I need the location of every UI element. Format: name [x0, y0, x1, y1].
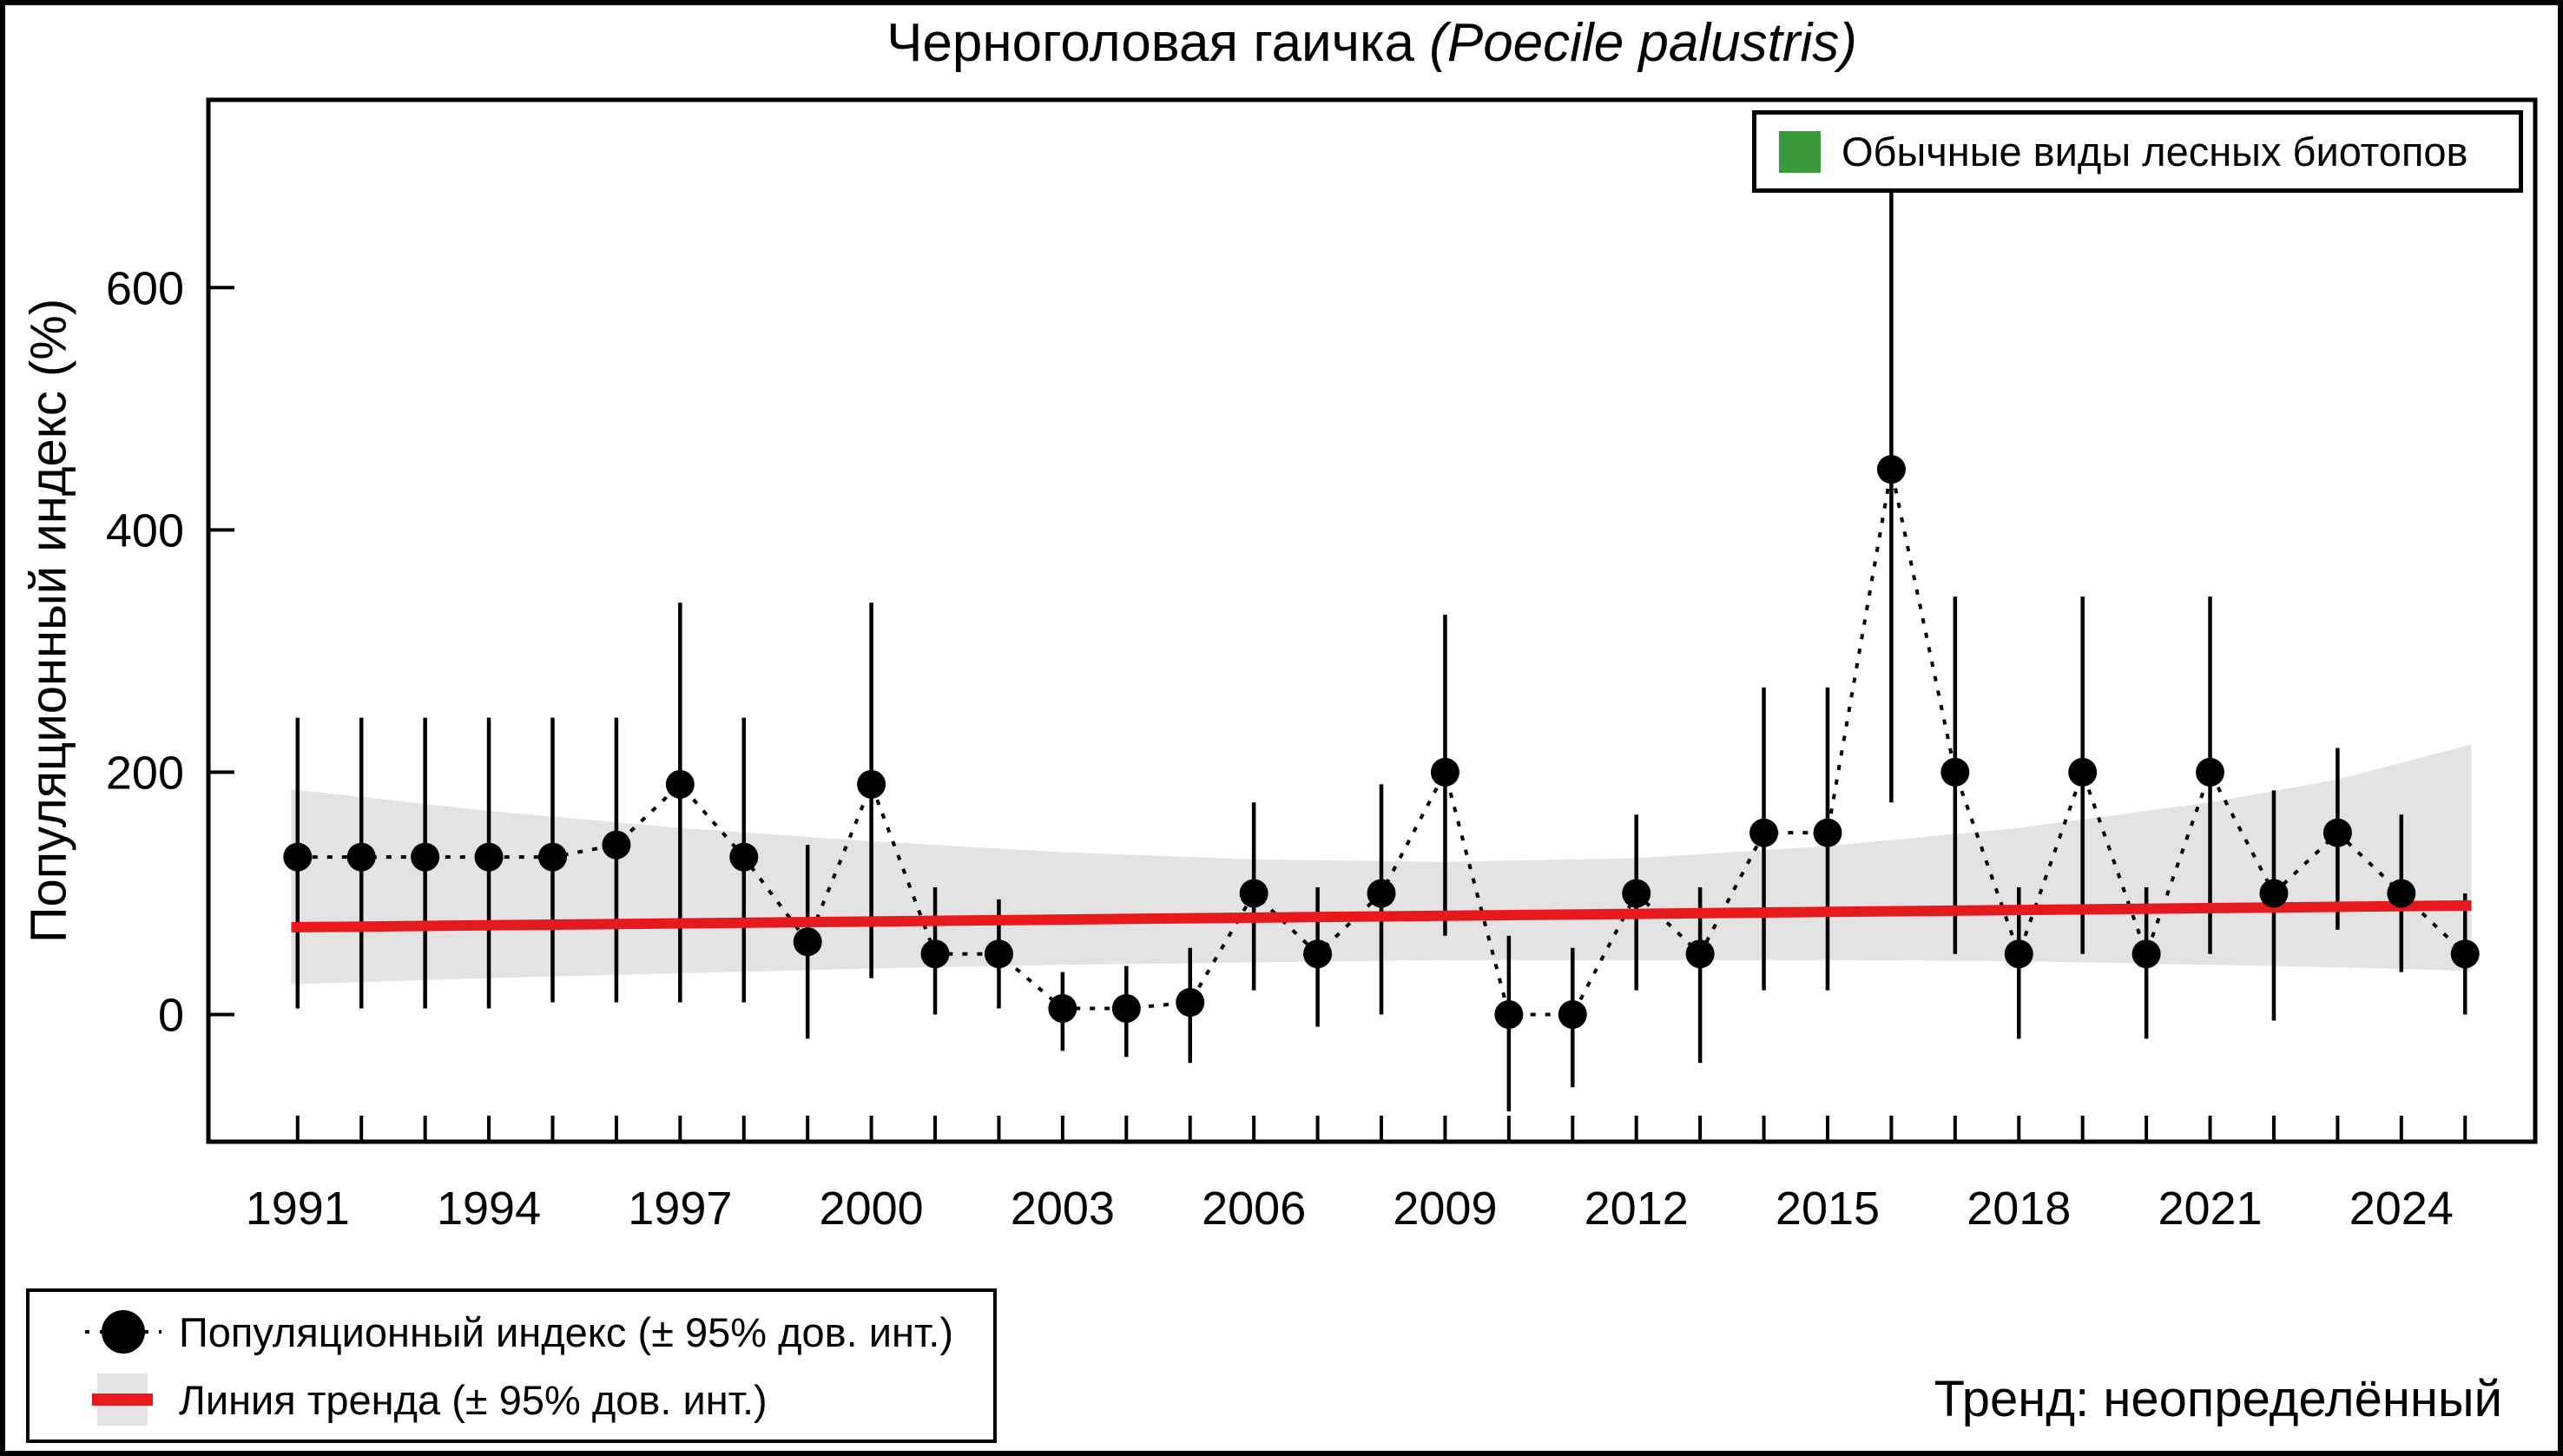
data-point-2000 [857, 769, 886, 799]
data-point-2012 [1622, 879, 1651, 908]
data-point-2013 [1685, 939, 1715, 969]
green-swatch-icon [1779, 130, 1821, 173]
data-point-2014 [1749, 818, 1779, 847]
data-point-2006 [1239, 879, 1268, 908]
data-point-2007 [1303, 939, 1333, 969]
x-tick-label-1994: 1994 [437, 1183, 541, 1235]
data-point-2002 [984, 939, 1013, 969]
data-point-1993 [411, 842, 440, 872]
legend-biotope-group: Обычные виды лесных биотопов [1752, 110, 2523, 193]
data-point-2023 [2323, 818, 2352, 847]
data-point-2022 [2259, 879, 2289, 908]
data-point-2010 [1494, 999, 1524, 1029]
trend-verdict-text: Тренд: неопределённый [1934, 1371, 2502, 1427]
plot-border [206, 97, 2538, 1144]
trend-line-on-band-icon [83, 1372, 163, 1427]
data-point-1994 [474, 842, 504, 872]
data-point-1995 [537, 842, 567, 872]
data-point-2008 [1367, 879, 1396, 908]
x-tick-label-2000: 2000 [820, 1183, 924, 1235]
data-point-1996 [602, 830, 631, 860]
data-point-1998 [729, 842, 759, 872]
data-point-2024 [2387, 879, 2416, 908]
data-point-2003 [1048, 994, 1077, 1024]
data-point-2009 [1430, 757, 1459, 787]
point-with-dotted-line-icon [83, 1304, 163, 1360]
legend-series: Популяционный индекс (± 95% дов. инт.) Л… [26, 1288, 997, 1443]
y-tick-label-600: 600 [106, 262, 184, 314]
y-tick-label-400: 400 [106, 504, 184, 557]
chart-title: Черноголовая гаичка (Poecile palustris) [208, 12, 2535, 74]
data-point-2005 [1176, 988, 1205, 1018]
x-tick-label-2006: 2006 [1202, 1183, 1306, 1235]
x-tick-label-1997: 1997 [628, 1183, 732, 1235]
x-tick-label-2009: 2009 [1393, 1183, 1497, 1235]
data-point-2004 [1111, 994, 1141, 1024]
data-point-2025 [2450, 939, 2480, 969]
data-point-2018 [2004, 939, 2033, 969]
data-point-2016 [1876, 455, 1906, 484]
data-point-1992 [346, 842, 376, 872]
y-axis-title: Популяционный индекс (%) [20, 298, 77, 944]
data-point-2001 [920, 939, 950, 969]
x-tick-label-1991: 1991 [246, 1183, 350, 1235]
x-tick-label-2012: 2012 [1585, 1183, 1689, 1235]
chart-title-scientific-name: (Poecile palustris) [1429, 13, 1857, 73]
data-point-2015 [1813, 818, 1842, 847]
x-tick-label-2018: 2018 [1967, 1183, 2071, 1235]
legend-item-population-index: Популяционный индекс (± 95% дов. инт.) [83, 1304, 993, 1360]
y-tick-label-0: 0 [158, 989, 184, 1041]
legend-trend-line-label: Линия тренда (± 95% дов. инт.) [179, 1376, 768, 1423]
trend-line [291, 899, 2472, 933]
chart-title-common-name: Черноголовая гаичка [886, 13, 1430, 73]
x-tick-label-2021: 2021 [2158, 1183, 2262, 1235]
x-tick-label-2024: 2024 [2349, 1183, 2454, 1235]
data-point-2021 [2196, 757, 2225, 787]
x-tick-label-2003: 2003 [1011, 1183, 1115, 1235]
data-point-2019 [2068, 757, 2098, 787]
data-point-2017 [1940, 757, 1970, 787]
data-point-1999 [793, 927, 822, 957]
data-point-1997 [665, 769, 695, 799]
y-tick-label-200: 200 [106, 747, 184, 799]
data-point-2020 [2131, 939, 2161, 969]
legend-biotope-label: Обычные виды лесных биотопов [1842, 128, 2468, 175]
data-point-2011 [1558, 999, 1587, 1029]
legend-item-trend-line: Линия тренда (± 95% дов. инт.) [83, 1372, 993, 1427]
data-point-1991 [283, 842, 313, 872]
x-tick-label-2015: 2015 [1776, 1183, 1880, 1235]
legend-population-index-label: Популяционный индекс (± 95% дов. инт.) [179, 1308, 953, 1355]
